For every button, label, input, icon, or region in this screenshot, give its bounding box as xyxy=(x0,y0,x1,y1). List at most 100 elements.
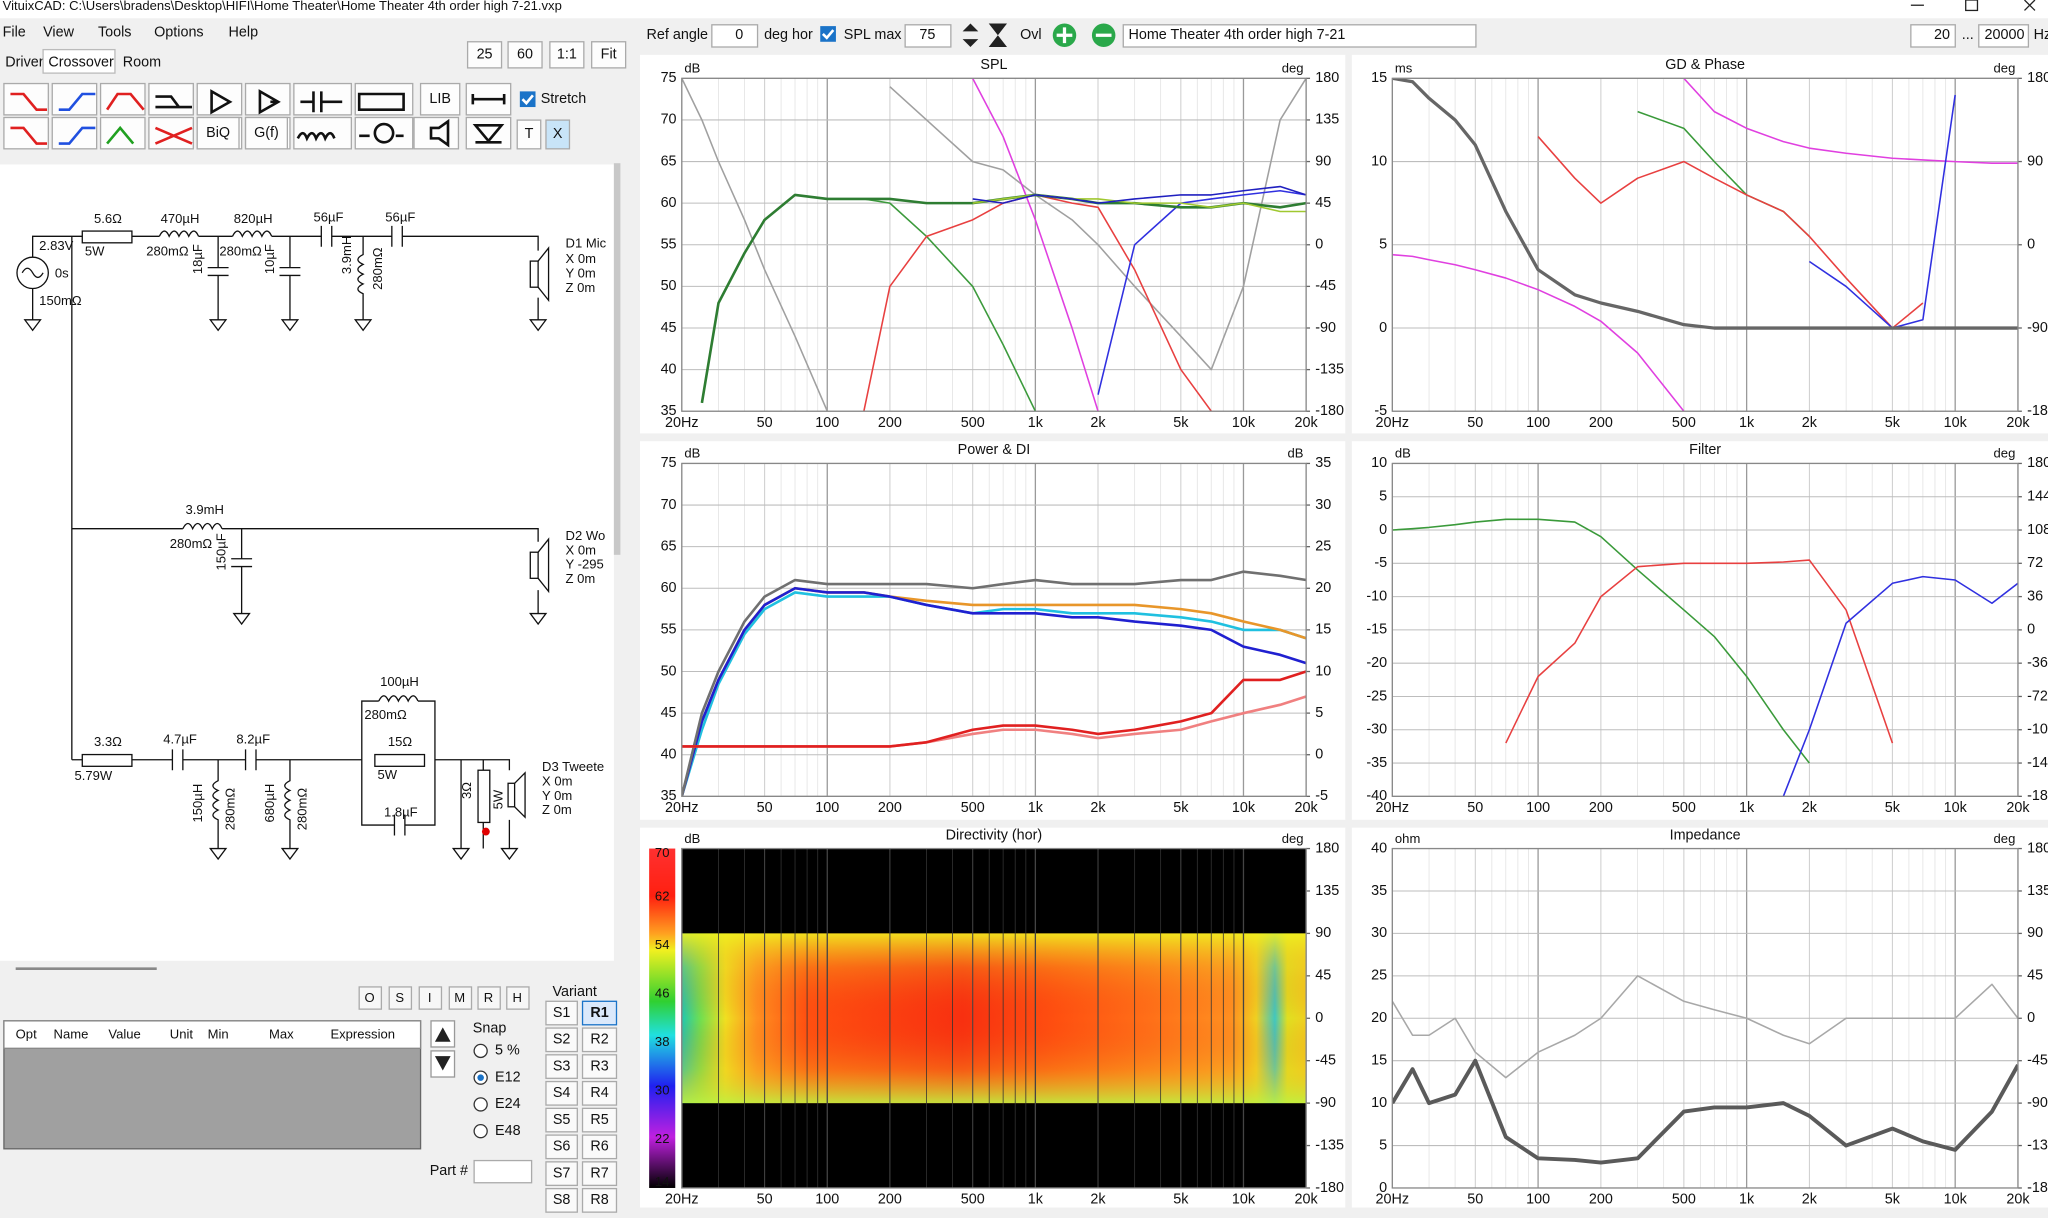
schematic-area[interactable] xyxy=(0,164,614,961)
tab[interactable]: Room xyxy=(123,54,161,70)
button[interactable] xyxy=(591,41,627,69)
recall-button[interactable] xyxy=(581,1187,618,1213)
recall-button[interactable] xyxy=(581,1107,618,1133)
button[interactable] xyxy=(545,1080,578,1106)
input[interactable] xyxy=(1978,24,2030,48)
button[interactable] xyxy=(419,82,461,116)
button[interactable] xyxy=(354,116,414,150)
button[interactable] xyxy=(507,41,543,69)
tool-button: LIB xyxy=(429,91,451,107)
y2-tick-label: -180 xyxy=(2027,403,2048,419)
radio[interactable] xyxy=(473,1097,488,1112)
component-label: 280mΩ xyxy=(146,243,189,258)
button[interactable] xyxy=(466,41,503,69)
component-label: 3Ω xyxy=(459,782,474,799)
x-tick-label: 200 xyxy=(878,1192,902,1208)
button[interactable] xyxy=(545,1054,578,1079)
x-tick-label: 500 xyxy=(1672,800,1696,816)
part-input[interactable] xyxy=(473,1159,533,1184)
y-axis-label: dB xyxy=(684,61,700,76)
button[interactable] xyxy=(545,1134,578,1160)
input[interactable] xyxy=(904,24,952,48)
y-tick-label: 40 xyxy=(661,361,677,377)
button[interactable] xyxy=(545,1000,578,1026)
radio[interactable] xyxy=(473,1043,488,1059)
recall-button[interactable] xyxy=(581,1134,618,1160)
y2-tick-label: 90 xyxy=(1315,153,1331,169)
y2-tick-label: 20 xyxy=(1315,580,1331,596)
spin-button[interactable] xyxy=(962,23,1008,47)
button[interactable] xyxy=(148,116,194,150)
button[interactable] xyxy=(545,119,571,150)
button[interactable] xyxy=(448,986,473,1010)
curve xyxy=(681,586,1307,797)
tool-icon xyxy=(300,91,343,113)
window-controls[interactable] xyxy=(1910,0,2036,12)
scrollbar[interactable] xyxy=(613,163,621,555)
button[interactable] xyxy=(545,1187,578,1213)
button[interactable] xyxy=(413,116,460,150)
x-tick-label: 20Hz xyxy=(665,1192,699,1208)
tab[interactable]: Drivers xyxy=(5,54,50,70)
input[interactable] xyxy=(711,24,759,48)
mode-button: O xyxy=(365,990,375,1005)
y-tick-label: 60 xyxy=(661,195,677,211)
component-label: Y 0m xyxy=(566,266,596,281)
x-tick-label: 100 xyxy=(1526,800,1550,816)
window-title: VituixCAD: C:\Users\bradens\Desktop\HIFI… xyxy=(3,0,562,13)
button[interactable] xyxy=(196,116,240,150)
button[interactable] xyxy=(51,116,98,150)
button[interactable] xyxy=(196,82,243,116)
y-tick-label: 15 xyxy=(1371,1052,1387,1068)
x-tick-label: 5k xyxy=(1173,800,1189,816)
recall-label: R4 xyxy=(590,1085,608,1101)
recall-button[interactable] xyxy=(581,1161,618,1187)
recall-button[interactable] xyxy=(581,1000,618,1026)
recall-button[interactable] xyxy=(581,1027,618,1053)
tool-icon xyxy=(373,122,395,144)
button[interactable] xyxy=(477,986,501,1010)
menu-item: Options xyxy=(154,24,204,40)
button[interactable] xyxy=(244,116,288,150)
button[interactable] xyxy=(388,986,413,1010)
x-tick-label: 20k xyxy=(2006,415,2030,431)
button[interactable] xyxy=(545,1161,578,1187)
y-tick-label: -40 xyxy=(1366,788,1387,804)
button[interactable] xyxy=(358,986,383,1010)
project-name: Home Theater 4th order high 7-21 xyxy=(1128,27,1345,43)
checkbox-label: Stretch xyxy=(541,91,587,107)
button[interactable] xyxy=(516,119,542,150)
tab-active[interactable] xyxy=(42,48,116,74)
y2-tick-label: 90 xyxy=(2027,153,2043,169)
tab[interactable]: Crossover xyxy=(48,54,114,70)
y-tick-label: 65 xyxy=(661,153,677,169)
x-tick-label: 500 xyxy=(961,1192,985,1208)
y-tick-label: -10 xyxy=(1366,588,1387,604)
component-label: 3.9mH xyxy=(339,236,354,274)
recall-button[interactable] xyxy=(581,1054,618,1079)
input[interactable] xyxy=(1910,24,1956,48)
button[interactable] xyxy=(148,82,194,116)
button[interactable] xyxy=(99,116,146,150)
button[interactable] xyxy=(545,1107,578,1133)
button[interactable] xyxy=(545,1027,578,1053)
button[interactable] xyxy=(418,986,443,1010)
radio[interactable] xyxy=(473,1124,488,1139)
button[interactable] xyxy=(549,41,585,69)
recall-button[interactable] xyxy=(581,1080,618,1106)
button[interactable] xyxy=(506,986,530,1010)
curve xyxy=(1537,136,1924,329)
button[interactable] xyxy=(465,116,512,150)
y-tick-label: 70 xyxy=(661,497,677,513)
recall-label: R3 xyxy=(590,1058,608,1074)
button[interactable] xyxy=(99,82,146,116)
tool-icon xyxy=(429,118,450,148)
checkbox[interactable] xyxy=(820,26,836,42)
y2-tick-label: 0 xyxy=(2027,1010,2035,1026)
input[interactable] xyxy=(1122,24,1477,48)
button[interactable] xyxy=(244,82,291,116)
checkbox[interactable] xyxy=(519,91,536,108)
x-tick-label: 20Hz xyxy=(1376,415,1410,431)
component-label: D2 Wo xyxy=(566,528,606,543)
component-label: 820µH xyxy=(234,211,273,226)
